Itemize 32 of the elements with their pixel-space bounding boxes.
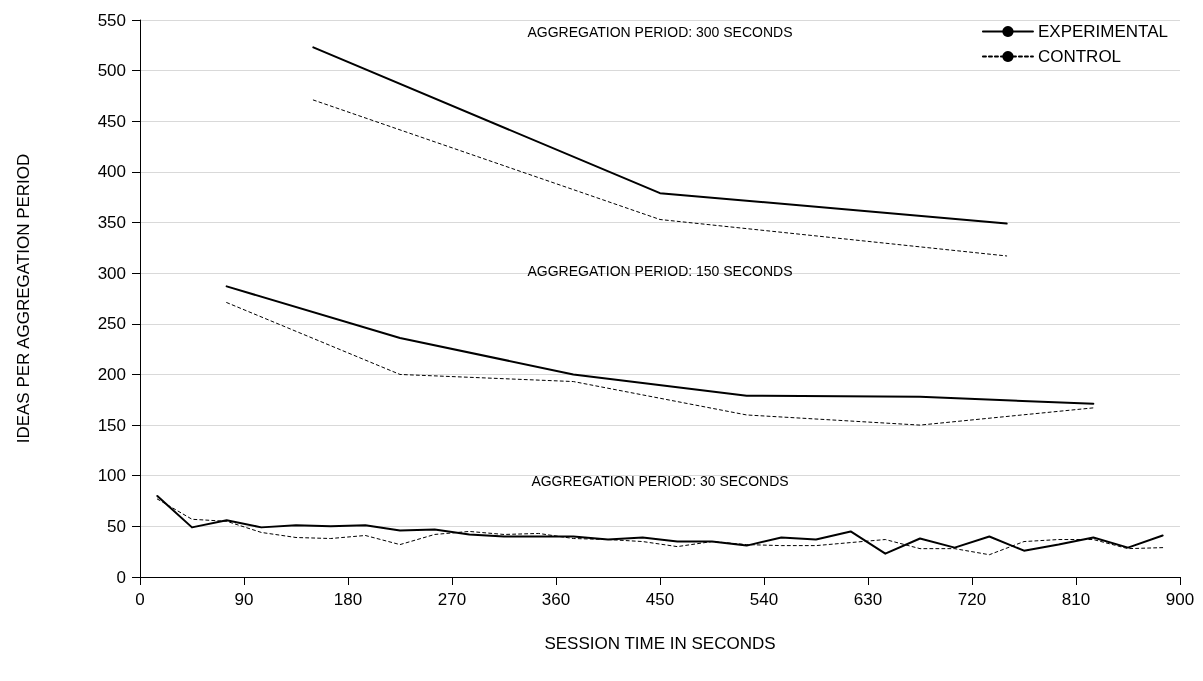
y-tick-label: 350 (97, 213, 126, 233)
annotation: AGGREGATION PERIOD: 30 SECONDS (531, 472, 789, 489)
x-axis-title: SESSION TIME IN SECONDS (544, 634, 776, 653)
y-tick-label: 100 (97, 466, 126, 486)
x-tick-label: 450 (645, 590, 675, 609)
x-tick-label: 900 (1165, 590, 1195, 609)
x-tick-label: 0 (135, 590, 145, 609)
line-series (226, 302, 1094, 426)
y-tick-label: 50 (107, 516, 126, 536)
y-tick-label: 150 (97, 415, 126, 435)
annotation: AGGREGATION PERIOD: 300 SECONDS (527, 24, 793, 41)
legend-label: CONTROL (1037, 47, 1122, 66)
annotation: AGGREGATION PERIOD: 150 SECONDS (527, 263, 793, 280)
y-tick-label: 500 (97, 61, 126, 81)
x-tick-label: 720 (957, 590, 987, 609)
line-series (225, 285, 1095, 405)
x-tick-label: 180 (333, 590, 363, 609)
x-tick-label: 270 (437, 590, 467, 609)
y-tick-label: 400 (97, 162, 126, 182)
y-tick-label: 200 (97, 364, 126, 384)
y-tick-label: 0 (116, 567, 126, 587)
y-axis-title: IDEAS PER AGGREGATION PERIOD (14, 153, 33, 444)
y-tick-label: 550 (97, 10, 126, 30)
y-tick-label: 250 (97, 314, 126, 334)
y-tick-label: 450 (97, 111, 126, 131)
legend-label: EXPERIMENTAL (1037, 22, 1169, 41)
x-tick-label: 360 (541, 590, 571, 609)
x-tick-label: 90 (234, 590, 254, 609)
x-tick-label: 540 (749, 590, 779, 609)
x-tick-label: 810 (1061, 590, 1091, 609)
x-tick-label: 630 (853, 590, 883, 609)
y-tick-label: 300 (97, 263, 126, 283)
